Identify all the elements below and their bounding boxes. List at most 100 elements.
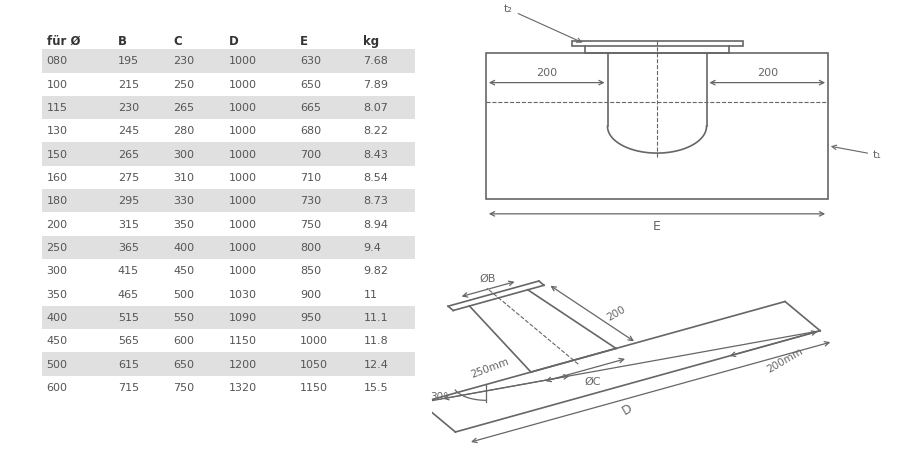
Text: 400: 400	[47, 313, 68, 323]
Text: 15.5: 15.5	[364, 383, 388, 393]
Text: 230: 230	[174, 56, 194, 66]
Text: 1000: 1000	[229, 173, 256, 183]
Text: 565: 565	[118, 336, 139, 346]
Text: 310: 310	[174, 173, 194, 183]
FancyBboxPatch shape	[42, 96, 415, 119]
Bar	[572, 41, 742, 46]
Text: 500: 500	[47, 360, 68, 369]
Text: 715: 715	[118, 383, 139, 393]
Text: E: E	[300, 35, 308, 48]
Text: 700: 700	[300, 149, 321, 160]
Text: 515: 515	[118, 313, 139, 323]
Text: 330: 330	[174, 196, 194, 206]
Text: kg: kg	[364, 35, 380, 48]
Text: 250: 250	[47, 243, 68, 253]
Text: E: E	[653, 220, 661, 233]
Text: 265: 265	[118, 149, 139, 160]
Text: D: D	[620, 401, 634, 417]
Text: 665: 665	[300, 103, 321, 113]
Text: 1030: 1030	[229, 290, 256, 300]
Text: 630: 630	[300, 56, 321, 66]
Text: 200: 200	[757, 68, 778, 78]
Text: 350: 350	[174, 220, 194, 230]
Text: 1090: 1090	[229, 313, 256, 323]
Text: 730: 730	[300, 196, 321, 206]
Text: 650: 650	[300, 80, 321, 90]
Text: 1200: 1200	[229, 360, 256, 369]
Text: 400: 400	[174, 243, 194, 253]
Text: 1000: 1000	[229, 266, 256, 276]
Text: 8.07: 8.07	[364, 103, 388, 113]
Text: 315: 315	[118, 220, 139, 230]
Text: 650: 650	[174, 360, 194, 369]
Text: 680: 680	[300, 126, 321, 136]
Text: 115: 115	[47, 103, 68, 113]
Text: 11: 11	[364, 290, 377, 300]
FancyBboxPatch shape	[42, 352, 415, 376]
Text: 1000: 1000	[229, 80, 256, 90]
Text: ØB: ØB	[480, 274, 496, 284]
Text: 1000: 1000	[229, 56, 256, 66]
Text: 1000: 1000	[229, 126, 256, 136]
Text: 1320: 1320	[229, 383, 256, 393]
Text: 280: 280	[174, 126, 194, 136]
Text: 450: 450	[47, 336, 68, 346]
Text: 615: 615	[118, 360, 139, 369]
Text: C: C	[174, 35, 182, 48]
Text: 275: 275	[118, 173, 140, 183]
Text: 750: 750	[174, 383, 194, 393]
Text: 250: 250	[174, 80, 194, 90]
Text: 9.82: 9.82	[364, 266, 388, 276]
Text: 1000: 1000	[229, 149, 256, 160]
Text: 160: 160	[47, 173, 68, 183]
Text: 11.8: 11.8	[364, 336, 388, 346]
FancyBboxPatch shape	[42, 306, 415, 329]
Text: 295: 295	[118, 196, 140, 206]
Text: t₁: t₁	[832, 145, 882, 160]
Text: 1000: 1000	[229, 220, 256, 230]
Text: 130: 130	[47, 126, 68, 136]
Text: D: D	[229, 35, 238, 48]
Text: 1000: 1000	[229, 103, 256, 113]
Text: ØC: ØC	[584, 377, 600, 387]
Text: 245: 245	[118, 126, 140, 136]
Text: 1150: 1150	[229, 336, 256, 346]
Text: für Ø: für Ø	[47, 35, 80, 48]
Text: 11.1: 11.1	[364, 313, 388, 323]
Text: 1000: 1000	[300, 336, 328, 346]
Text: B: B	[118, 35, 127, 48]
Text: 080: 080	[47, 56, 68, 66]
Bar	[486, 54, 828, 199]
Text: 365: 365	[118, 243, 139, 253]
Text: 600: 600	[174, 336, 194, 346]
Text: 100: 100	[47, 80, 68, 90]
Text: 8.54: 8.54	[364, 173, 388, 183]
Text: 710: 710	[300, 173, 321, 183]
Text: 900: 900	[300, 290, 321, 300]
Text: 8.43: 8.43	[364, 149, 388, 160]
FancyBboxPatch shape	[42, 49, 415, 72]
Text: 350: 350	[47, 290, 68, 300]
Text: 850: 850	[300, 266, 321, 276]
Text: 180: 180	[47, 196, 68, 206]
Text: 1000: 1000	[229, 243, 256, 253]
Text: 9.4: 9.4	[364, 243, 382, 253]
Text: 415: 415	[118, 266, 139, 276]
Text: 200mm: 200mm	[766, 346, 805, 374]
Text: 450: 450	[174, 266, 194, 276]
Text: 8.22: 8.22	[364, 126, 388, 136]
Text: 600: 600	[47, 383, 68, 393]
Text: 500: 500	[174, 290, 194, 300]
Text: 550: 550	[174, 313, 194, 323]
Text: 465: 465	[118, 290, 139, 300]
Text: 7.89: 7.89	[364, 80, 388, 90]
Text: 12.4: 12.4	[364, 360, 388, 369]
Text: t₂: t₂	[504, 4, 581, 42]
Text: 250mm: 250mm	[470, 356, 510, 379]
Text: 8.73: 8.73	[364, 196, 388, 206]
Text: 1150: 1150	[300, 383, 328, 393]
FancyBboxPatch shape	[42, 143, 415, 166]
Text: 8.94: 8.94	[364, 220, 388, 230]
FancyBboxPatch shape	[42, 189, 415, 212]
Text: 200: 200	[606, 304, 627, 323]
